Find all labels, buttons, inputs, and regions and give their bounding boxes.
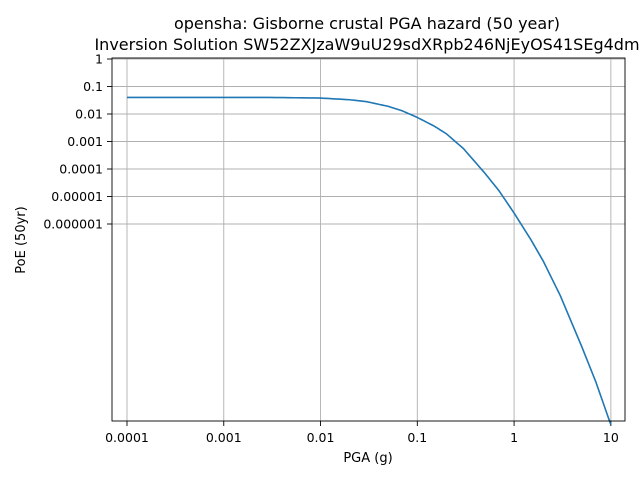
axis-ticks: 0.0001 0.001 0.01 0.1 1 10 1 0.1 0.01 0.001 0.0001… [43, 52, 619, 446]
x-tick-label: 0.0001 [105, 430, 149, 445]
grid [112, 58, 625, 421]
x-tick-label: 0.001 [206, 430, 242, 445]
x-tick-label: 0.1 [407, 430, 427, 445]
y-tick-label: 0.001 [67, 134, 103, 149]
y-tick-label: 0.1 [83, 79, 103, 94]
x-tick-label: 1 [510, 430, 518, 445]
x-tick-label: 0.01 [307, 430, 335, 445]
y-tick-label: 0.01 [75, 107, 103, 122]
y-tick-label: 1 [95, 52, 103, 67]
poe-curve-line [126, 96, 612, 426]
chart-subtitle: Inversion Solution SW52ZXJzaW9uU29sdXRpb… [94, 35, 639, 54]
chart-title: opensha: Gisborne crustal PGA hazard (50… [174, 14, 560, 33]
y-axis-label: PoE (50yr) [14, 206, 29, 273]
y-tick-label: 0.000001 [43, 217, 103, 232]
plot-frame [111, 57, 626, 422]
y-tick-label: 0.0001 [59, 162, 103, 177]
x-axis-label: PGA (g) [343, 451, 392, 466]
series-layer [126, 96, 612, 426]
y-tick-label: 0.00001 [51, 189, 103, 204]
x-tick-label: 10 [603, 430, 619, 445]
